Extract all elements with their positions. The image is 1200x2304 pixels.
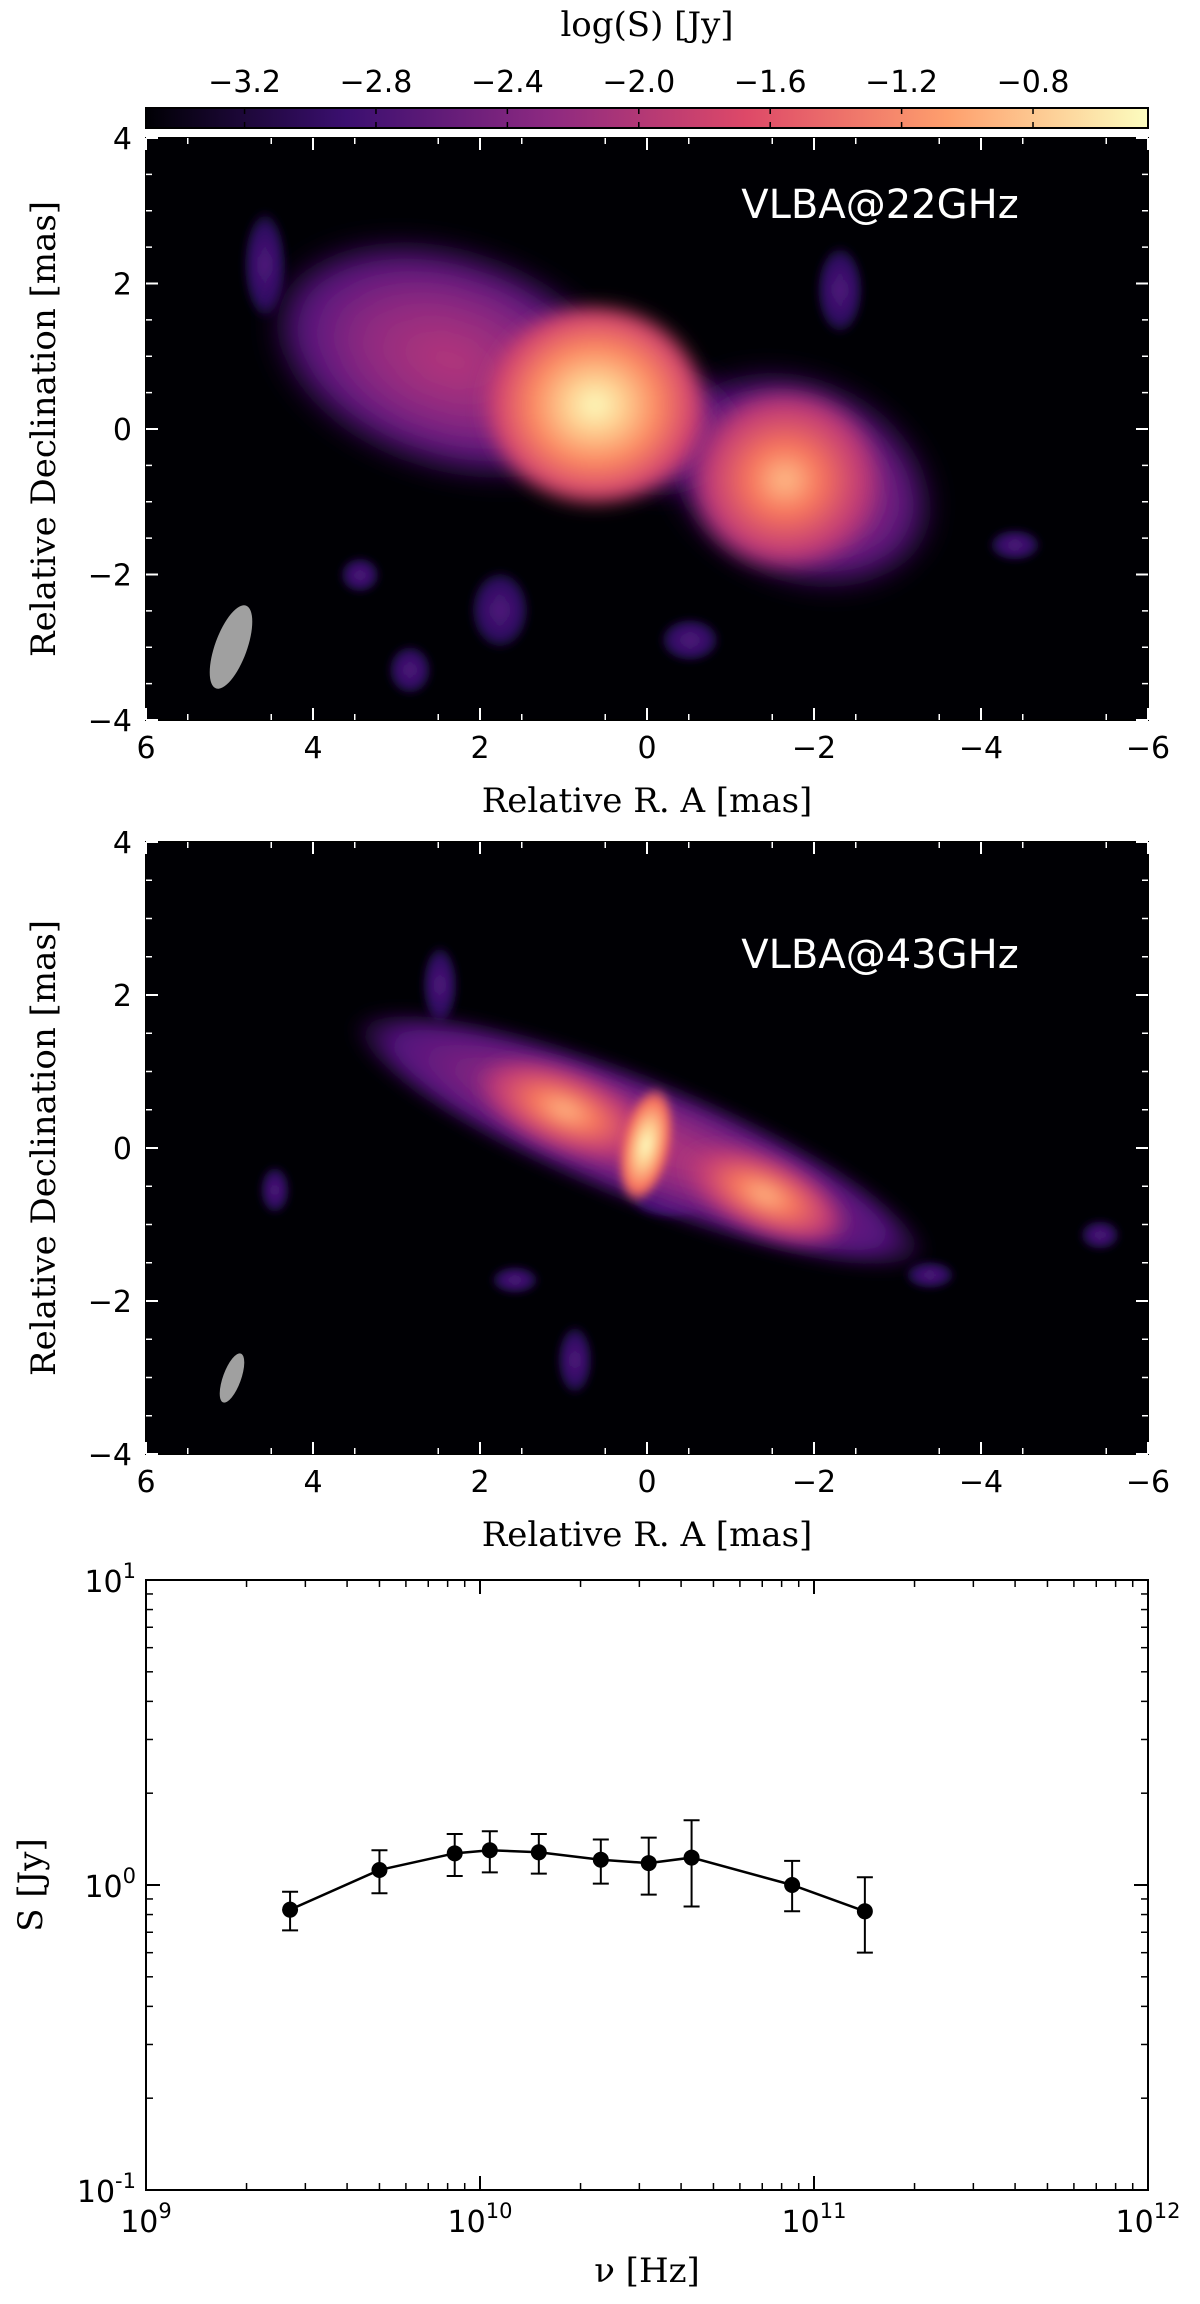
panel-22ghz-xlabel: Relative R. A [mas] (482, 781, 813, 821)
y-tick-label: 2 (113, 268, 132, 303)
colorbar-tick-label: −1.2 (865, 65, 938, 100)
beam-ellipse-43ghz (219, 1353, 245, 1403)
panel-22ghz-xticks: 6 4 2 0 −2 −4 −6 (136, 138, 1170, 766)
y-tick-label: 4 (113, 826, 132, 861)
panel-43ghz-image (260, 945, 1120, 1395)
panel-43ghz-xlabel: Relative R. A [mas] (482, 1515, 813, 1555)
colorbar-ramp (145, 107, 1149, 129)
x-tick-label: −4 (959, 731, 1003, 766)
jet-west-knot (681, 1143, 849, 1247)
beam-ellipse-22ghz (209, 605, 253, 689)
x-tick-label: 4 (303, 1465, 322, 1500)
y-tick-label: 4 (113, 122, 132, 157)
data-point (446, 1845, 463, 1862)
y-tick-label: −4 (88, 704, 132, 739)
noise-blob (422, 945, 458, 1025)
panel-43ghz: VLBA@43GHz 6 4 2 0 −2 −4 −6 −4 −2 0 2 4 Relative R… (24, 826, 1170, 1555)
jet-east-knot (475, 1057, 655, 1163)
panel-22ghz-image (243, 210, 1041, 695)
colorbar-tick-label: −2.8 (340, 65, 413, 100)
x-tick-label: −4 (959, 1465, 1003, 1500)
noise-blob (243, 210, 287, 320)
panel-43ghz-yticks: −4 −2 0 2 4 (88, 826, 1148, 1473)
x-tick-label: 109 (120, 2199, 172, 2240)
data-point (481, 1842, 498, 1859)
panel-43ghz-xticks: 6 4 2 0 −2 −4 −6 (136, 842, 1170, 1500)
colorbar-tick-label: −2.0 (602, 65, 675, 100)
panel-22ghz-ylabel: Relative Declination [mas] (24, 201, 64, 657)
noise-blob (260, 1166, 290, 1214)
noise-blob (491, 1266, 539, 1294)
y-tick-label: −2 (88, 559, 132, 594)
colorbar-ticks: −3.2 −2.8 −2.4 −2.0 −1.6 −1.2 −0.8 (208, 65, 1069, 128)
x-tick-label: 0 (637, 731, 656, 766)
x-tick-label: −6 (1126, 1465, 1170, 1500)
panel-spectrum-xlabel: ν [Hz] (594, 2251, 700, 2291)
data-point (371, 1861, 388, 1878)
colorbar-tick-label: −1.6 (734, 65, 807, 100)
noise-blob (905, 1261, 955, 1289)
x-tick-label: 6 (136, 731, 155, 766)
data-point (640, 1855, 657, 1872)
x-tick-label: 2 (470, 731, 489, 766)
data-point (784, 1877, 801, 1893)
spectrum-series (282, 1819, 873, 1954)
west-component-22ghz (685, 385, 885, 575)
x-tick-label: −2 (792, 1465, 836, 1500)
y-tick-label: 0 (113, 1132, 132, 1167)
noise-blob (1080, 1220, 1120, 1250)
data-point (282, 1901, 299, 1918)
panel-spectrum: 109 1010 1011 1012 10-1 100 101 ν [Hz] S [Jy] (11, 1559, 1180, 2291)
data-point (856, 1903, 873, 1920)
y-tick-label: 0 (113, 413, 132, 448)
core-component-43ghz (617, 1086, 675, 1204)
panel-spectrum-ticks: 109 1010 1011 1012 10-1 100 101 (77, 1559, 1181, 2240)
noise-blob (989, 529, 1041, 561)
data-point (683, 1849, 700, 1866)
colorbar-tick-label: −2.4 (471, 65, 544, 100)
x-tick-label: −2 (792, 731, 836, 766)
noise-blob (557, 1325, 593, 1395)
x-tick-label: 1010 (448, 2199, 513, 2240)
x-tick-label: −6 (1126, 731, 1170, 766)
x-tick-label: 1012 (1116, 2199, 1181, 2240)
noise-blob (388, 645, 432, 695)
colorbar: log(S) [Jy] −3.2 −2.8 −2.4 −2.0 −1.6 −1.2 −0.8 (145, 5, 1149, 129)
panel-label-22ghz: VLBA@22GHz (741, 182, 1018, 228)
data-point (592, 1851, 609, 1868)
x-tick-label: 2 (470, 1465, 489, 1500)
x-tick-label: 4 (303, 731, 322, 766)
colorbar-label: log(S) [Jy] (560, 5, 733, 45)
panel-22ghz: VLBA@22GHz 6 4 2 0 −2 −4 −6 −4 −2 0 2 4 Relative R… (24, 122, 1170, 821)
panel-22ghz-yticks: −4 −2 0 2 4 (88, 122, 1148, 739)
panel-label-43ghz: VLBA@43GHz (741, 932, 1018, 978)
colorbar-tick-label: −0.8 (997, 65, 1070, 100)
data-point (530, 1844, 547, 1861)
y-tick-label: −2 (88, 1285, 132, 1320)
panel-43ghz-ylabel: Relative Declination [mas] (24, 920, 64, 1376)
y-tick-label: 10-1 (77, 2169, 136, 2210)
noise-blob (340, 557, 380, 593)
y-tick-label: −4 (88, 1438, 132, 1473)
noise-blob (660, 618, 720, 662)
noise-blob (816, 245, 864, 335)
y-tick-label: 100 (84, 1864, 136, 1905)
y-tick-label: 101 (84, 1559, 136, 1600)
noise-blob (470, 570, 530, 650)
x-tick-label: 1011 (782, 2199, 847, 2240)
core-component-22ghz (480, 300, 710, 510)
y-tick-label: 2 (113, 979, 132, 1014)
x-tick-label: 0 (637, 1465, 656, 1500)
panel-spectrum-frame (145, 1579, 1149, 2191)
colorbar-tick-label: −3.2 (208, 65, 281, 100)
spectrum-line (289, 1848, 866, 1913)
x-tick-label: 6 (136, 1465, 155, 1500)
panel-spectrum-ylabel: S [Jy] (11, 1838, 51, 1931)
